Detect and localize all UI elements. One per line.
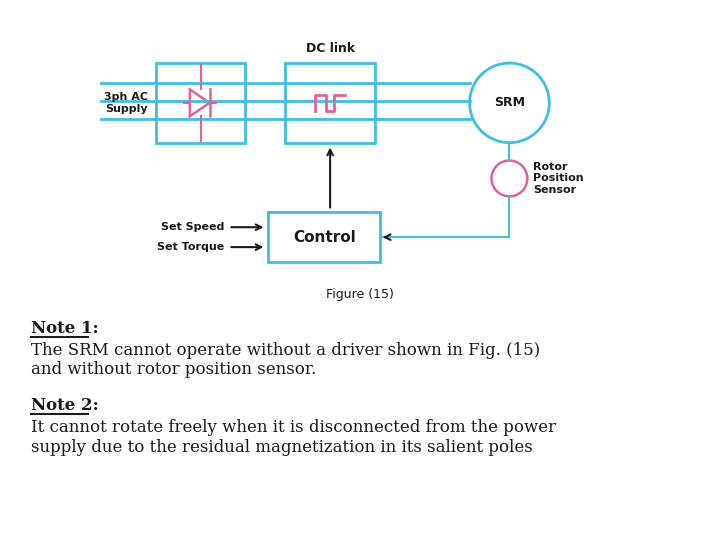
Text: Set Torque: Set Torque [157,242,225,252]
Text: Figure (15): Figure (15) [326,288,394,301]
Text: DC link: DC link [305,42,355,55]
Text: Note 1:: Note 1: [31,320,99,337]
Text: 3ph AC
Supply: 3ph AC Supply [104,92,148,113]
Text: Set Speed: Set Speed [161,222,225,232]
Text: The SRM cannot operate without a driver shown in Fig. (15)
and without rotor pos: The SRM cannot operate without a driver … [31,342,541,378]
Text: Control: Control [293,230,356,245]
Text: It cannot rotate freely when it is disconnected from the power
supply due to the: It cannot rotate freely when it is disco… [31,419,557,456]
Text: Note 2:: Note 2: [31,397,99,414]
Text: SRM: SRM [494,96,525,110]
Text: Rotor
Position
Sensor: Rotor Position Sensor [534,162,584,195]
